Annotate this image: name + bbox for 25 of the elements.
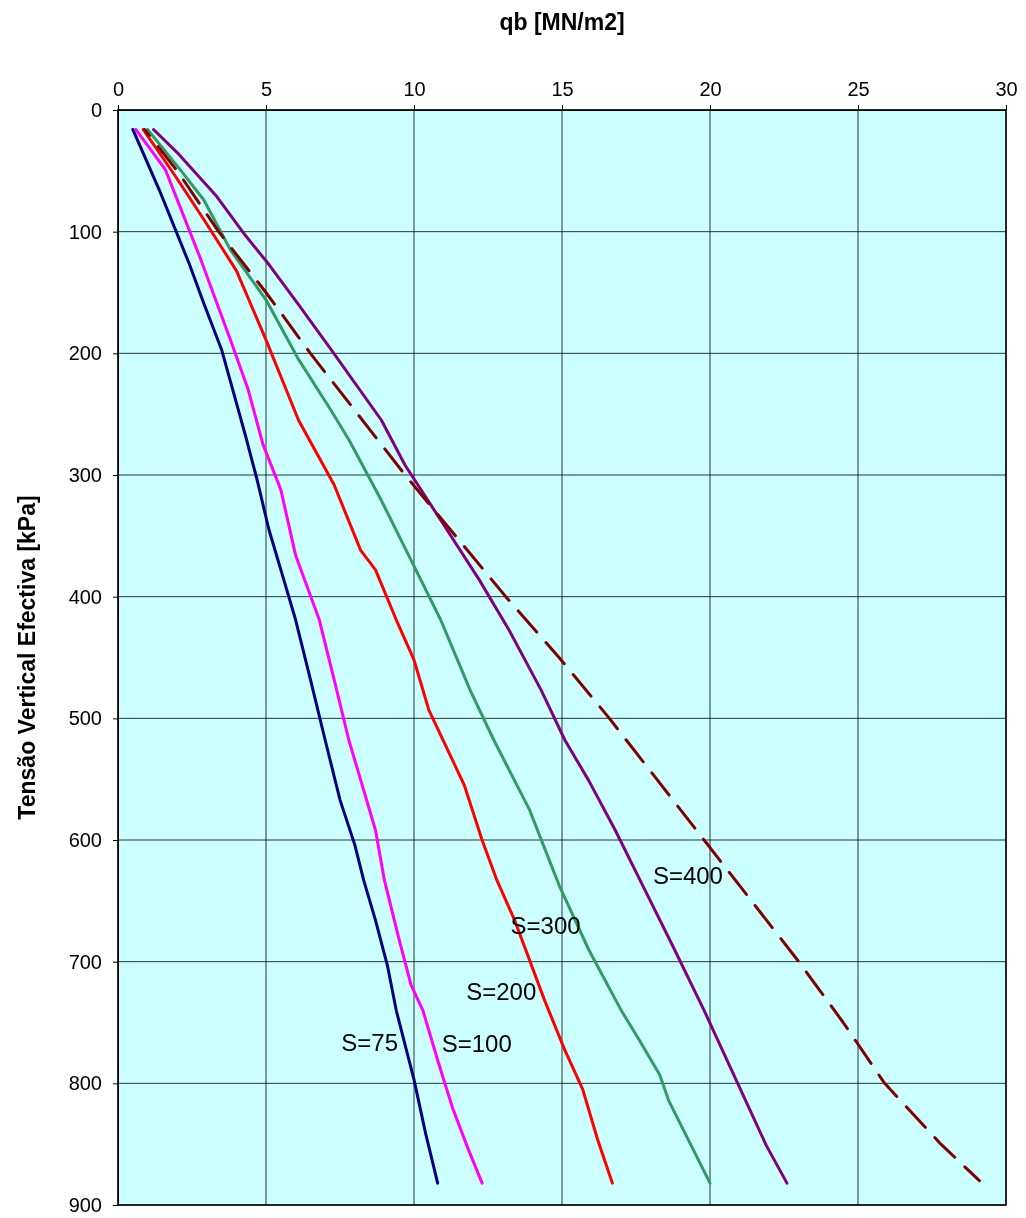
- y-tick-label: 300: [68, 463, 102, 486]
- y-tick-label: 700: [68, 950, 102, 973]
- y-tick-label: 100: [68, 220, 102, 243]
- series-label: S=75: [341, 1029, 398, 1057]
- x-axis-title: qb [MN/m2]: [499, 9, 625, 35]
- x-tick-label: 5: [260, 78, 273, 100]
- y-tick-label: 800: [68, 1072, 102, 1095]
- y-tick-label: 600: [68, 828, 102, 851]
- line-series: [141, 127, 614, 1185]
- x-tick-label: 25: [847, 78, 870, 100]
- y-tick-label: 0: [90, 98, 102, 121]
- y-tick-label: 500: [68, 707, 102, 730]
- x-tick-label: 30: [995, 78, 1018, 100]
- line-series: [143, 127, 981, 1183]
- y-tick-label: 900: [68, 1193, 102, 1216]
- series-label: S=100: [441, 1029, 512, 1057]
- series-label: S=400: [652, 862, 723, 890]
- series-label: S=200: [466, 977, 537, 1005]
- y-tick-label: 200: [68, 342, 102, 365]
- y-axis-title: Tensão Vertical Efectiva [kPa]: [14, 495, 40, 820]
- x-tick-label: 0: [112, 78, 125, 100]
- x-tick-label: 15: [551, 78, 574, 100]
- y-tick-label: 400: [68, 585, 102, 608]
- x-tick-label: 10: [403, 78, 426, 100]
- x-tick-label: 20: [699, 78, 722, 100]
